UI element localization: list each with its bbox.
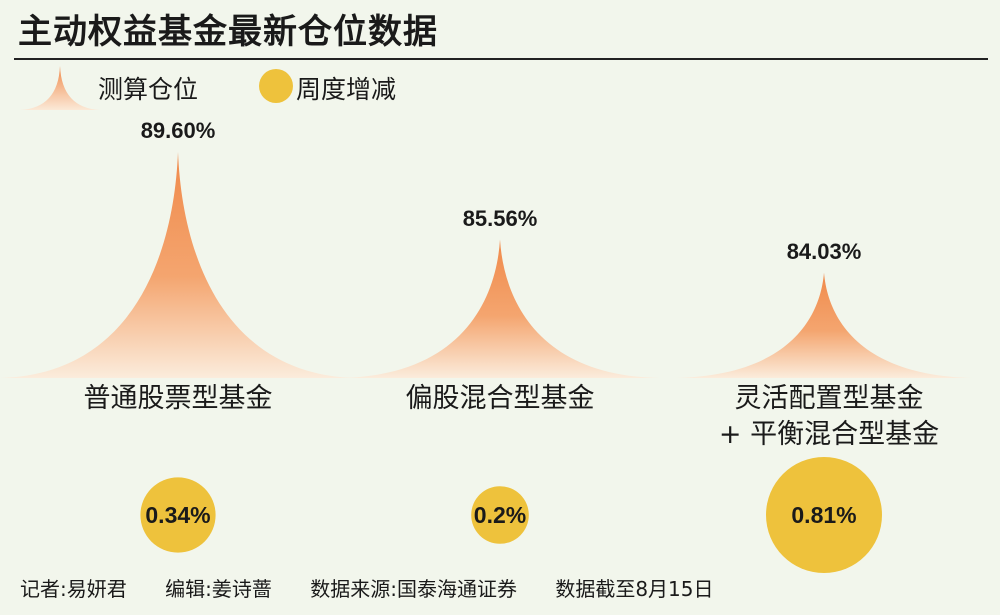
footer-editor: 编辑:姜诗蔷 — [165, 577, 272, 601]
legend-label-weekly-change: 周度增减 — [296, 75, 397, 104]
category-label-2: 偏股混合型基金 — [405, 383, 595, 414]
category-label-3: 灵活配置型基金 + 平衡混合型基金 — [718, 383, 940, 450]
position-value-label-3: 84.03% — [786, 238, 862, 264]
title-divider — [14, 58, 988, 60]
weekly-change-bubble-3 — [766, 457, 882, 573]
position-peak-3 — [674, 272, 974, 378]
position-peak-1 — [0, 152, 358, 378]
weekly-change-bubble-1 — [140, 477, 216, 553]
position-value-label-1: 89.60% — [140, 118, 216, 143]
footer-cutoff: 数据截至8月15日 — [555, 577, 714, 601]
weekly-change-label-1: 0.34% — [145, 502, 210, 528]
peak-icon — [20, 66, 100, 110]
chart-title: 主动权益基金最新仓位数据 — [18, 12, 438, 52]
weekly-change-label-3: 0.81% — [791, 502, 856, 528]
position-value-label-2: 85.56% — [462, 205, 538, 231]
footer-source: 数据来源:国泰海通证券 — [310, 577, 517, 601]
weekly-change-bubble-2 — [471, 486, 529, 544]
circle-icon — [259, 69, 293, 103]
weekly-change-label-2: 0.2% — [474, 502, 526, 528]
footer-reporter: 记者:易妍君 — [20, 577, 127, 601]
footer: 记者:易妍君 编辑:姜诗蔷 数据来源:国泰海通证券 数据截至8月15日 — [20, 573, 732, 602]
category-label-1: 普通股票型基金 — [83, 383, 273, 414]
legend-label-position: 测算仓位 — [98, 75, 199, 104]
position-peak-2 — [340, 239, 660, 378]
